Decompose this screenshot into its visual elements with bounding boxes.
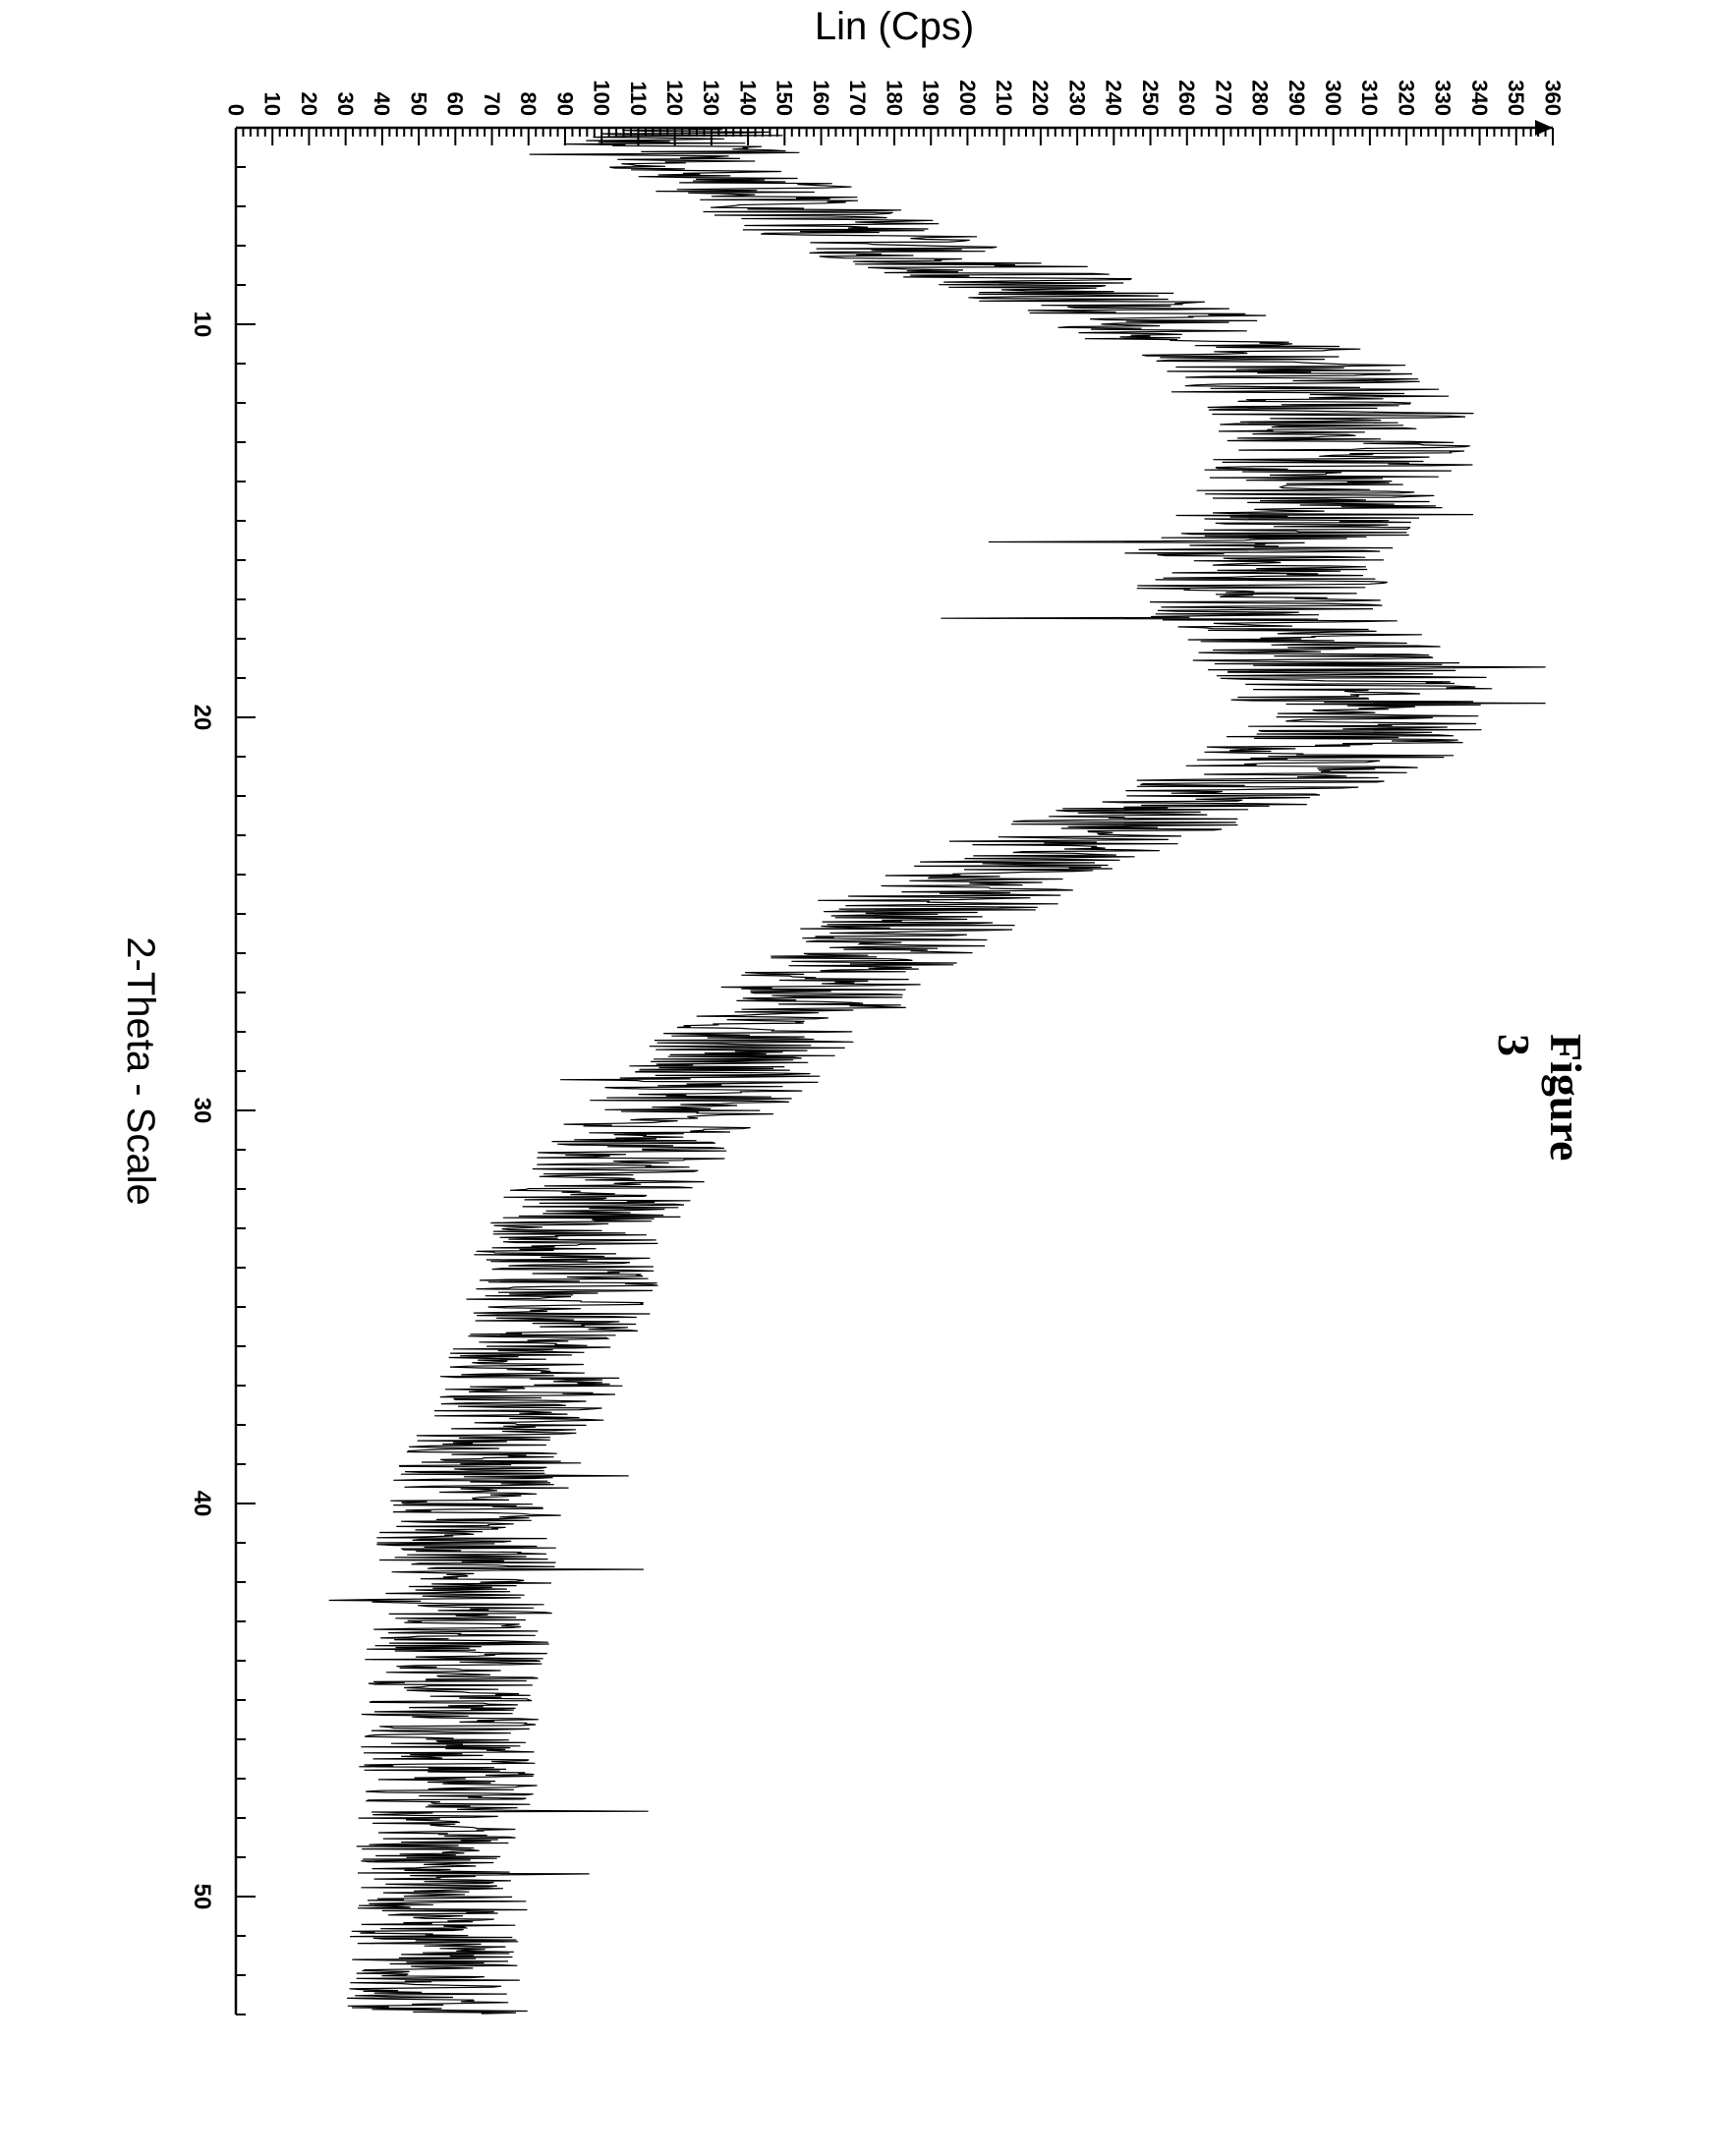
y-tick-label: 350 <box>1504 80 1528 116</box>
x-axis-title: 2-Theta - Scale <box>119 936 162 1205</box>
y-tick-label: 0 <box>223 104 248 116</box>
y-tick-label: 120 <box>662 80 687 116</box>
y-tick-label: 290 <box>1284 80 1309 116</box>
x-tick-label: 20 <box>189 705 215 731</box>
y-tick-label: 190 <box>919 80 943 116</box>
y-tick-label: 360 <box>1540 80 1565 116</box>
y-tick-label: 330 <box>1431 80 1455 116</box>
y-tick-label: 140 <box>735 80 760 116</box>
y-tick-label: 30 <box>333 92 358 116</box>
y-tick-label: 50 <box>406 92 430 116</box>
y-tick-label: 10 <box>260 92 285 116</box>
y-axis-title: Lin (Cps) <box>815 5 974 48</box>
y-tick-label: 320 <box>1394 80 1418 116</box>
y-tick-label: 60 <box>443 92 468 116</box>
y-tick-label: 40 <box>370 92 394 116</box>
y-tick-label: 210 <box>992 80 1016 116</box>
x-tick-label: 30 <box>189 1098 215 1124</box>
y-tick-label: 80 <box>516 92 541 116</box>
y-tick-label: 160 <box>809 80 833 116</box>
y-tick-label: 230 <box>1064 80 1089 116</box>
y-tick-label: 240 <box>1102 80 1126 116</box>
y-tick-label: 170 <box>845 80 870 116</box>
y-tick-label: 70 <box>480 92 504 116</box>
y-tick-label: 300 <box>1321 80 1345 116</box>
page: Figure 3 0102030405060708090100110120130… <box>0 0 1712 2156</box>
y-tick-label: 100 <box>590 80 614 116</box>
xrd-diffractogram-chart: 0 10 20 30 40 50 60 70 80 90 100 110 120 130 140 150 160… <box>0 0 1712 2156</box>
y-tick-label: 280 <box>1248 80 1273 116</box>
diffraction-trace <box>329 128 1546 2014</box>
y-tick-label: 260 <box>1174 80 1199 116</box>
y-tick-label: 200 <box>955 80 980 116</box>
y-tick-label: 130 <box>699 80 723 116</box>
y-tick-label: 270 <box>1211 80 1235 116</box>
y-tick-label: 110 <box>626 82 651 117</box>
y-tick-label: 90 <box>552 92 577 116</box>
y-tick-label: 20 <box>297 92 321 116</box>
y-tick-label: 220 <box>1028 80 1053 116</box>
x-tick-label: 10 <box>189 312 215 338</box>
y-tick-label: 250 <box>1138 80 1163 116</box>
y-tick-label: 310 <box>1357 80 1382 116</box>
y-tick-label: 180 <box>882 80 906 116</box>
y-tick-label: 150 <box>772 80 797 116</box>
x-tick-label: 40 <box>189 1491 215 1517</box>
x-tick-label: 50 <box>189 1884 215 1910</box>
y-tick-label: 340 <box>1467 80 1492 116</box>
